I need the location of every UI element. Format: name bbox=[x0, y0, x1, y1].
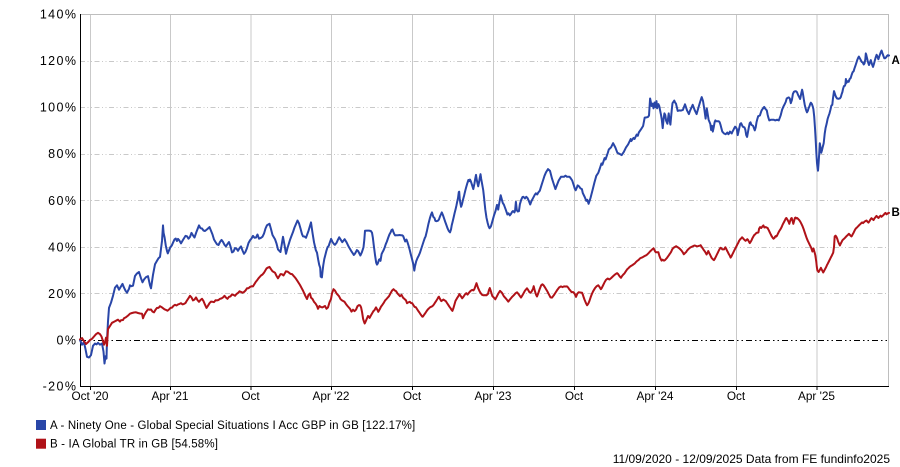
svg-text:Apr '22: Apr '22 bbox=[312, 389, 349, 403]
svg-text:11/09/2020 - 12/09/2025 Data f: 11/09/2020 - 12/09/2025 Data from FE fun… bbox=[613, 452, 891, 466]
svg-text:Apr '25: Apr '25 bbox=[798, 389, 835, 403]
svg-text:Oct '20: Oct '20 bbox=[71, 389, 108, 403]
svg-text:Oct: Oct bbox=[727, 389, 746, 403]
svg-text:Oct: Oct bbox=[403, 389, 422, 403]
svg-text:Oct: Oct bbox=[241, 389, 260, 403]
svg-text:120%: 120% bbox=[40, 54, 78, 68]
svg-text:100%: 100% bbox=[40, 101, 78, 115]
svg-text:140%: 140% bbox=[40, 8, 78, 22]
svg-text:20%: 20% bbox=[48, 287, 77, 301]
svg-text:B: B bbox=[892, 207, 900, 219]
svg-text:80%: 80% bbox=[48, 147, 77, 161]
svg-text:Oct: Oct bbox=[565, 389, 584, 403]
svg-text:60%: 60% bbox=[48, 194, 77, 208]
svg-text:A: A bbox=[892, 55, 900, 67]
svg-text:A - Ninety One - Global Specia: A - Ninety One - Global Special Situatio… bbox=[50, 420, 415, 432]
svg-text:Apr '23: Apr '23 bbox=[474, 389, 511, 403]
svg-text:-20%: -20% bbox=[43, 380, 78, 394]
svg-text:Apr '24: Apr '24 bbox=[636, 389, 673, 403]
svg-text:40%: 40% bbox=[48, 240, 77, 254]
svg-text:0%: 0% bbox=[57, 334, 78, 348]
svg-text:Apr '21: Apr '21 bbox=[151, 389, 188, 403]
svg-text:B - IA Global TR in GB [54.58%: B - IA Global TR in GB [54.58%] bbox=[50, 439, 218, 451]
